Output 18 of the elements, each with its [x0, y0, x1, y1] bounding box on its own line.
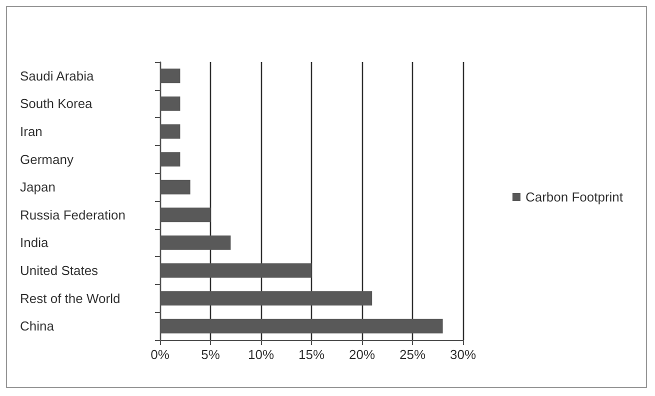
x-tick-label: 10% [248, 347, 274, 362]
x-tick-label: 30% [450, 347, 476, 362]
x-tick-label: 5% [201, 347, 220, 362]
y-tick-label: Japan [20, 180, 56, 195]
y-tick-label: Russia Federation [20, 207, 126, 222]
y-tick-label: Saudi Arabia [20, 68, 94, 84]
legend-label: Carbon Footprint [525, 190, 624, 204]
y-tick-label: United States [20, 263, 99, 278]
y-tick-label: India [20, 235, 49, 250]
y-tick-label: Rest of the World [20, 290, 120, 306]
x-tick-label: 25% [399, 347, 426, 362]
y-tick-label: Germany [20, 152, 74, 167]
y-tick-label: Iran [20, 124, 42, 139]
x-tick-label: 0% [150, 347, 170, 362]
y-tick-label: China [20, 318, 55, 334]
x-tick-label: 15% [298, 347, 325, 362]
x-tick-label: 20% [348, 347, 376, 362]
y-tick-label: South Korea [20, 96, 94, 112]
